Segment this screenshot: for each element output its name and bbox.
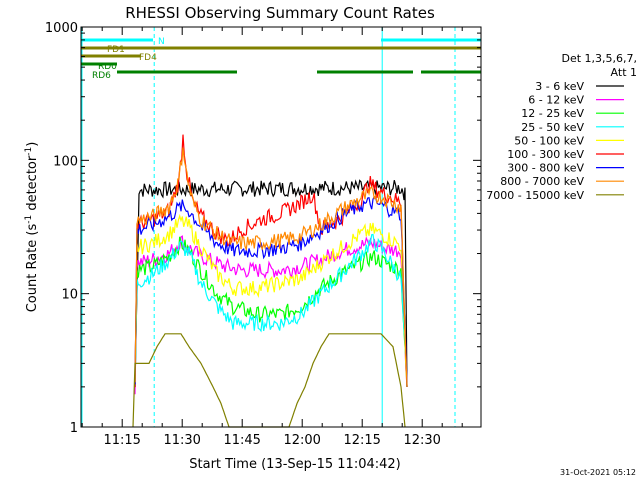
series-line-2 [134, 236, 408, 387]
legend-label-6: 300 - 800 keV [507, 162, 584, 175]
y-axis-label-exp2: -1 [24, 147, 34, 156]
footer-date: 31-Oct-2021 05:12 [560, 468, 636, 477]
annotation-bar-label-0: N [158, 37, 165, 47]
legend-header-line2: Att 1 [611, 66, 637, 79]
legend-label-1: 6 - 12 keV [528, 94, 584, 107]
y-axis-ticks: 1 10 100 1000 [45, 21, 481, 436]
series-line-3 [134, 233, 408, 387]
y-axis-label-mid: detector [25, 155, 40, 215]
annotation-bar-label-4: RD6 [92, 71, 111, 81]
y-axis-label: Count Rate (s-1 detector-1) [24, 142, 40, 313]
series-line-1 [134, 235, 408, 395]
plot-frame [80, 26, 482, 428]
y-tick-label-3: 1000 [45, 21, 78, 36]
x-axis-label: Start Time (13-Sep-15 11:04:42) [189, 457, 400, 472]
annotation-bar-label-2: FD4 [139, 53, 157, 63]
x-tick-label-5: 12:30 [403, 433, 440, 448]
chart-title: RHESSI Observing Summary Count Rates [125, 4, 435, 22]
y-axis-label-main: Count Rate (s [25, 224, 40, 313]
night-markers [81, 27, 456, 427]
legend-label-0: 3 - 6 keV [535, 80, 584, 93]
legend-label-7: 800 - 7000 keV [500, 175, 584, 188]
series-line-4 [134, 213, 408, 387]
series-line-5 [134, 134, 408, 388]
x-tick-label-0: 11:15 [103, 433, 140, 448]
annotation-bar-label-1: FD1 [107, 45, 125, 55]
y-tick-label-1: 10 [61, 288, 78, 303]
legend-label-3: 25 - 50 keV [521, 121, 584, 134]
x-tick-label-1: 11:30 [163, 433, 200, 448]
legend-label-8: 7000 - 15000 keV [486, 189, 584, 202]
series-line-6 [134, 195, 408, 387]
y-tick-label-0: 1 [70, 421, 78, 436]
legend-label-2: 12 - 25 keV [521, 107, 584, 120]
series-layer [132, 134, 408, 428]
y-axis-label-end: ) [25, 142, 40, 147]
y-tick-label-2: 100 [53, 154, 78, 169]
legend-label-4: 50 - 100 keV [514, 134, 584, 147]
annotation-bar-label-3: RD0 [98, 62, 117, 72]
series-line-8 [132, 333, 406, 428]
series-line-0 [134, 179, 408, 388]
legend-label-5: 100 - 300 keV [507, 148, 584, 161]
y-axis-label-exp1: -1 [24, 215, 34, 224]
x-tick-label-4: 12:15 [343, 433, 380, 448]
x-tick-label-3: 12:00 [283, 433, 320, 448]
series-line-7 [134, 147, 408, 387]
x-axis-ticks: 11:15 11:30 11:45 12:00 12:15 12:30 [81, 27, 463, 448]
legend-header-line1: Det 1,3,5,6,7, [561, 52, 637, 65]
x-tick-label-2: 11:45 [223, 433, 260, 448]
